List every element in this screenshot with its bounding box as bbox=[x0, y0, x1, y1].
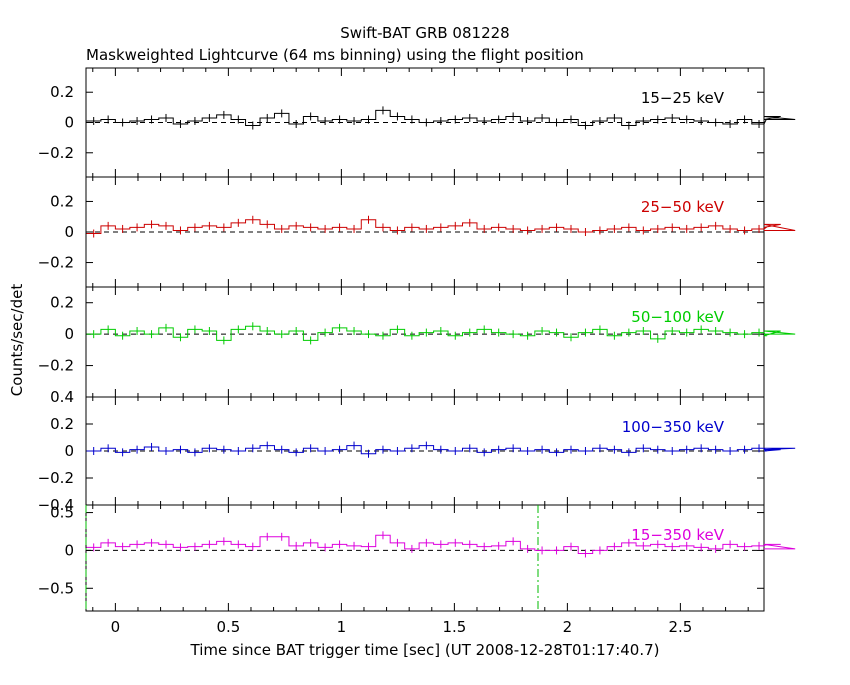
y-tick-label: −0.2 bbox=[38, 144, 74, 162]
band-label: 50−100 keV bbox=[631, 308, 724, 326]
y-tick-label: −0.2 bbox=[38, 254, 74, 272]
y-tick-label: 0.2 bbox=[50, 83, 74, 101]
chart-subtitle: Maskweighted Lightcurve (64 ms binning) … bbox=[86, 46, 584, 64]
x-tick-label: 2.5 bbox=[668, 618, 692, 636]
y-tick-label: 0 bbox=[64, 325, 74, 343]
x-tick-label: 2 bbox=[563, 618, 573, 636]
band-label: 25−50 keV bbox=[641, 198, 725, 216]
y-tick-label: 0.2 bbox=[50, 294, 74, 312]
band-label: 100−350 keV bbox=[622, 418, 725, 436]
y-tick-label: 0 bbox=[64, 114, 74, 132]
x-axis-label: Time since BAT trigger time [sec] (UT 20… bbox=[190, 641, 660, 659]
panel-3: −0.2 0 0.2 50−100 keV bbox=[38, 286, 796, 398]
y-tick-label: −0.5 bbox=[38, 579, 74, 597]
y-tick-label: 0 bbox=[64, 442, 74, 460]
y-axis-label: Counts/sec/det bbox=[8, 284, 26, 397]
x-tick-label: 0.5 bbox=[216, 618, 240, 636]
y-tick-label: −0.2 bbox=[38, 357, 74, 375]
panel-1: −0.2 0 0.2 15−25 keV bbox=[38, 67, 796, 178]
y-tick-label: 0.2 bbox=[50, 415, 74, 433]
y-tick-label: −0.4 bbox=[38, 496, 74, 514]
x-tick-label: 1.5 bbox=[442, 618, 466, 636]
band-label: 15−25 keV bbox=[641, 89, 725, 107]
panel-group: −0.2 0 0.2 15−25 keV −0.2 0 0.2 25−50 keV −0.2 0 0… bbox=[38, 67, 796, 636]
y-tick-label: −0.2 bbox=[38, 469, 74, 487]
x-tick-label: 1 bbox=[337, 618, 347, 636]
panel-2: −0.2 0 0.2 25−50 keV bbox=[38, 176, 796, 288]
x-tick-label: 0 bbox=[111, 618, 121, 636]
y-tick-label: 0.5 bbox=[50, 504, 74, 522]
series-line bbox=[86, 534, 796, 554]
panel-5: −0.5 0 0.5 15−350 keV bbox=[38, 504, 796, 612]
panel-frame bbox=[85, 504, 765, 612]
y-tick-label: 0.4 bbox=[50, 388, 74, 406]
panel-4: −0.4 −0.2 0 0.2 0.4 100−350 keV bbox=[38, 388, 796, 514]
y-tick-label: 0 bbox=[64, 223, 74, 241]
y-tick-label: 0 bbox=[64, 541, 74, 559]
y-tick-label: 0.2 bbox=[50, 192, 74, 210]
panel-frame bbox=[85, 286, 765, 398]
chart-title: Swift-BAT GRB 081228 bbox=[340, 24, 509, 42]
band-label: 15−350 keV bbox=[631, 526, 724, 544]
